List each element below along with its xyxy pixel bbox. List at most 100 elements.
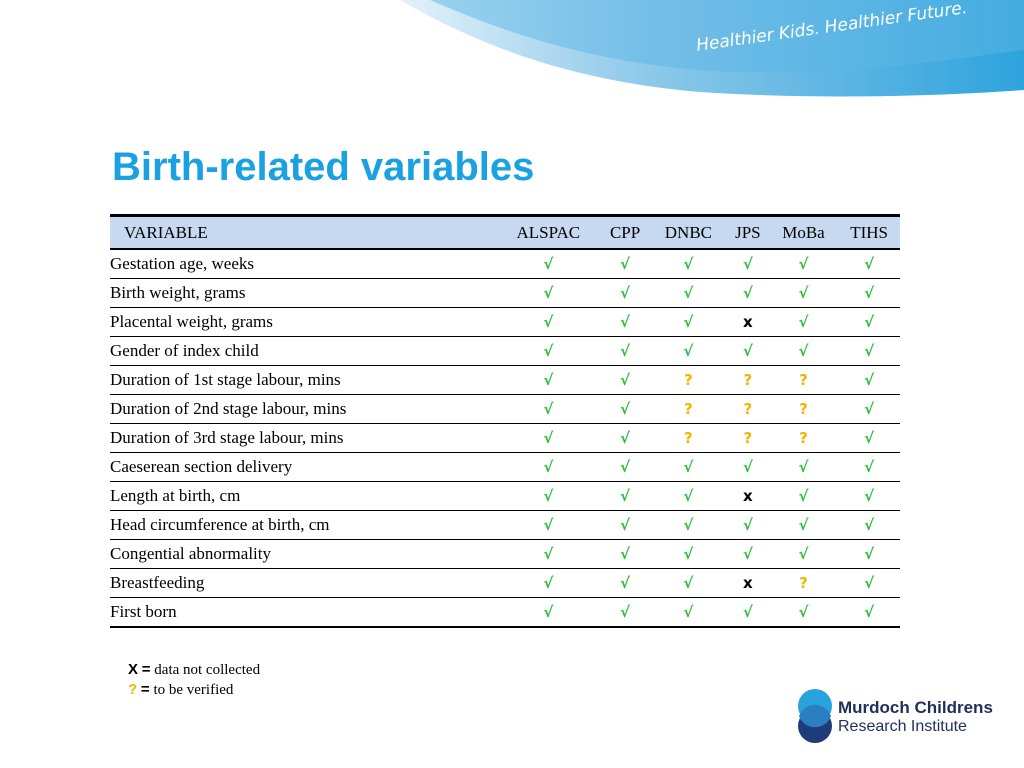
status-cell: √	[726, 597, 769, 628]
status-cell: ?	[726, 394, 769, 424]
legend: X = data not collected? = to be verified	[128, 660, 260, 700]
status-cell: √	[838, 394, 900, 424]
status-cell: ?	[649, 365, 727, 395]
status-cell: √	[496, 481, 601, 511]
column-header: JPS	[726, 214, 769, 250]
status-cell: √	[838, 249, 900, 279]
status-cell: √	[649, 597, 727, 628]
status-cell: √	[649, 278, 727, 308]
status-cell: √	[768, 307, 839, 337]
variable-name: Duration of 3rd stage labour, mins	[110, 423, 497, 453]
table-row: Breastfeeding √ √ √ x? √	[110, 568, 900, 598]
status-cell: √	[600, 365, 650, 395]
slide-title: Birth-related variables	[112, 145, 535, 189]
variables-table: VARIABLE ALSPAC CPP DNBC JPS MoBa TIHS Gestati…	[110, 214, 900, 628]
status-cell: √	[768, 336, 839, 366]
status-cell: √	[600, 481, 650, 511]
status-cell: √	[838, 365, 900, 395]
status-cell: √	[838, 597, 900, 628]
table-row: First born √ √ √ √ √ √	[110, 597, 900, 628]
status-cell: ?	[768, 394, 839, 424]
legend-text: data not collected	[154, 662, 261, 678]
status-cell: √	[768, 278, 839, 308]
status-cell: √	[496, 539, 601, 569]
variable-name: Gender of index child	[110, 336, 497, 366]
status-cell: ?	[768, 365, 839, 395]
variable-name: Duration of 2nd stage labour, mins	[110, 394, 497, 424]
status-cell: √	[649, 249, 727, 279]
status-cell: √	[649, 539, 727, 569]
column-header: DNBC	[649, 214, 727, 250]
status-cell: √	[496, 597, 601, 628]
table-row: Duration of 2nd stage labour, mins √ √??? √	[110, 394, 900, 424]
legend-equals: =	[140, 681, 150, 698]
status-cell: √	[496, 249, 601, 279]
status-cell: √	[649, 510, 727, 540]
variable-name: Placental weight, grams	[110, 307, 497, 337]
status-cell: √	[600, 394, 650, 424]
status-cell: √	[649, 481, 727, 511]
variable-name: Length at birth, cm	[110, 481, 497, 511]
table-row: Duration of 1st stage labour, mins √ √??? √	[110, 365, 900, 395]
legend-equals: =	[141, 661, 151, 678]
status-cell: ?	[726, 423, 769, 453]
legend-item: ? = to be verified	[128, 680, 260, 700]
variable-name: First born	[110, 597, 497, 628]
column-header: ALSPAC	[496, 214, 601, 250]
status-cell: √	[496, 336, 601, 366]
column-header: TIHS	[838, 214, 900, 250]
status-cell: √	[600, 307, 650, 337]
status-cell: √	[496, 394, 601, 424]
header-banner	[400, 0, 1024, 97]
status-cell: √	[768, 510, 839, 540]
status-cell: √	[838, 423, 900, 453]
status-cell: √	[600, 423, 650, 453]
status-cell: ?	[726, 365, 769, 395]
variable-name: Breastfeeding	[110, 568, 497, 598]
status-cell: √	[838, 452, 900, 482]
variable-name: Duration of 1st stage labour, mins	[110, 365, 497, 395]
table-row: Gestation age, weeks √ √ √ √ √ √	[110, 249, 900, 279]
status-cell: √	[496, 307, 601, 337]
status-cell: √	[768, 249, 839, 279]
status-cell: x	[726, 481, 769, 511]
status-cell: √	[726, 510, 769, 540]
legend-text: to be verified	[153, 682, 234, 698]
status-cell: √	[496, 510, 601, 540]
status-cell: √	[649, 336, 727, 366]
status-cell: √	[768, 452, 839, 482]
table-row: Caeserean section delivery √ √ √ √ √ √	[110, 452, 900, 482]
status-cell: √	[838, 481, 900, 511]
status-cell: √	[726, 539, 769, 569]
status-cell: √	[600, 452, 650, 482]
status-cell: √	[600, 249, 650, 279]
status-cell: √	[600, 539, 650, 569]
header-row: VARIABLE ALSPAC CPP DNBC JPS MoBa TIHS	[110, 214, 900, 250]
status-cell: √	[649, 568, 727, 598]
logo-mark	[798, 689, 832, 743]
logo-line: Research Institute	[838, 718, 967, 735]
table-row: Length at birth, cm √ √ √ x √ √	[110, 481, 900, 511]
table-row: Head circumference at birth, cm √ √ √ √ √ √	[110, 510, 900, 540]
status-cell: √	[838, 568, 900, 598]
status-cell: √	[838, 307, 900, 337]
variable-name: Birth weight, grams	[110, 278, 497, 308]
legend-symbol: ?	[128, 681, 138, 698]
legend-symbol: X	[128, 661, 139, 678]
legend-item: X = data not collected	[128, 660, 260, 680]
table-row: Placental weight, grams √ √ √ x √ √	[110, 307, 900, 337]
status-cell: √	[768, 481, 839, 511]
table-row: Congential abnormality √ √ √ √ √ √	[110, 539, 900, 569]
status-cell: √	[496, 365, 601, 395]
column-header: MoBa	[768, 214, 839, 250]
status-cell: x	[726, 307, 769, 337]
status-cell: ?	[768, 423, 839, 453]
column-header: CPP	[600, 214, 650, 250]
status-cell: √	[496, 452, 601, 482]
status-cell: √	[726, 249, 769, 279]
status-cell: √	[496, 278, 601, 308]
logo-text: Murdoch Childrens Research Institute	[838, 698, 993, 736]
logo-line: Murdoch Childrens	[838, 698, 993, 717]
table-row: Gender of index child √ √ √ √ √ √	[110, 336, 900, 366]
